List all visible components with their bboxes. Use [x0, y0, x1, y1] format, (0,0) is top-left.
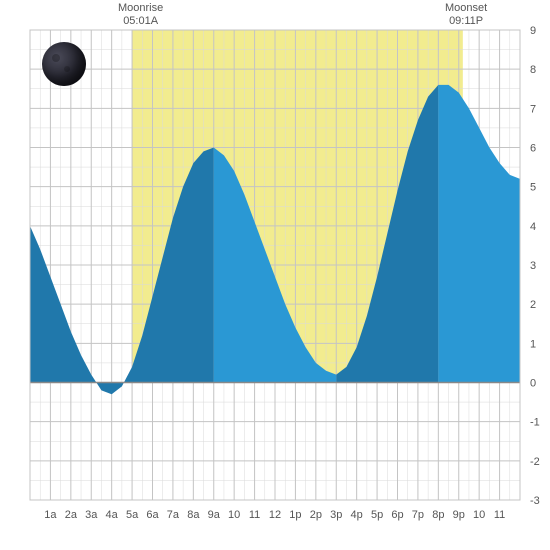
svg-text:2: 2	[530, 299, 536, 311]
svg-text:5p: 5p	[371, 509, 383, 521]
moonrise-header: Moonrise 05:01A	[118, 2, 163, 28]
moonset-header: Moonset 09:11P	[445, 2, 487, 28]
moonset-time: 09:11P	[449, 15, 483, 27]
svg-text:3p: 3p	[330, 509, 342, 521]
svg-text:8p: 8p	[432, 509, 444, 521]
svg-text:8a: 8a	[187, 509, 200, 521]
svg-text:-3: -3	[530, 495, 540, 507]
svg-text:10: 10	[228, 509, 240, 521]
svg-text:9p: 9p	[453, 509, 465, 521]
svg-text:2a: 2a	[65, 509, 78, 521]
moonrise-label: Moonrise	[118, 2, 163, 14]
svg-text:6: 6	[530, 143, 536, 155]
svg-text:-2: -2	[530, 456, 540, 468]
chart-svg: 1a2a3a4a5a6a7a8a9a1011121p2p3p4p5p6p7p8p…	[0, 0, 550, 550]
svg-text:4: 4	[530, 221, 536, 233]
svg-text:-1: -1	[530, 417, 540, 429]
svg-text:0: 0	[530, 378, 536, 390]
svg-text:9a: 9a	[208, 509, 221, 521]
tide-moon-chart: Moonrise 05:01A Moonset 09:11P 1a 2a 3a 4a 5…	[0, 0, 550, 550]
svg-text:4a: 4a	[106, 509, 119, 521]
svg-text:8: 8	[530, 64, 536, 76]
moon-phase-icon	[42, 42, 86, 86]
svg-text:12: 12	[269, 509, 281, 521]
svg-text:5a: 5a	[126, 509, 139, 521]
svg-text:6a: 6a	[146, 509, 159, 521]
svg-text:1a: 1a	[44, 509, 57, 521]
svg-text:4p: 4p	[351, 509, 363, 521]
svg-text:7: 7	[530, 103, 536, 115]
svg-text:7p: 7p	[412, 509, 424, 521]
moonrise-time: 05:01A	[123, 15, 158, 27]
moonset-label: Moonset	[445, 2, 487, 14]
svg-text:7a: 7a	[167, 509, 180, 521]
svg-text:2p: 2p	[310, 509, 322, 521]
svg-text:10: 10	[473, 509, 485, 521]
svg-text:3: 3	[530, 260, 536, 272]
svg-text:1p: 1p	[289, 509, 301, 521]
svg-text:11: 11	[249, 509, 260, 521]
svg-text:9: 9	[530, 25, 536, 37]
svg-text:11: 11	[494, 509, 505, 521]
svg-text:6p: 6p	[391, 509, 403, 521]
svg-text:5: 5	[530, 182, 536, 194]
svg-text:3a: 3a	[85, 509, 98, 521]
svg-text:1: 1	[530, 338, 536, 350]
